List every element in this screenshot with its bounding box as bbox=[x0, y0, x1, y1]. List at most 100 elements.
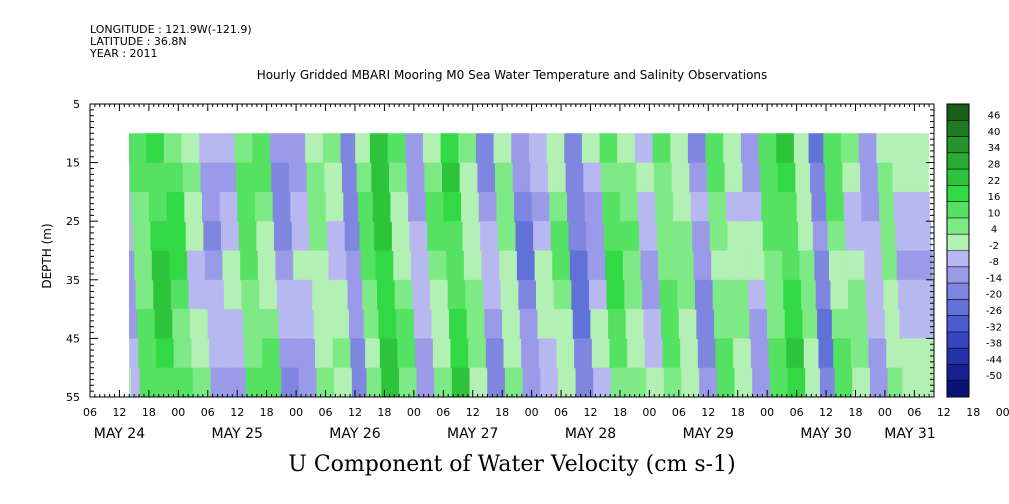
colorbar-swatch bbox=[947, 185, 969, 203]
colorbar-label: 22 bbox=[988, 176, 1001, 187]
heatmap-cell bbox=[369, 133, 389, 164]
heatmap-cell bbox=[522, 367, 541, 397]
x-day-label: MAY 30 bbox=[800, 426, 851, 442]
heatmap-cell bbox=[343, 191, 359, 222]
heatmap-cell bbox=[275, 250, 294, 281]
heatmap-cell bbox=[690, 191, 709, 222]
heatmap-cell bbox=[429, 279, 449, 310]
heatmap-cell bbox=[181, 133, 200, 164]
chart-title: Hourly Gridded MBARI Mooring M0 Sea Wate… bbox=[256, 68, 768, 82]
heatmap-cell bbox=[786, 338, 805, 369]
heatmap-cell bbox=[572, 309, 591, 339]
heatmap-cell bbox=[263, 367, 282, 397]
heatmap-cell bbox=[165, 162, 184, 193]
heatmap-cell bbox=[468, 338, 487, 369]
heatmap-cell bbox=[740, 133, 760, 164]
heatmap-cell bbox=[363, 309, 380, 339]
heatmap-cell bbox=[477, 162, 496, 193]
heatmap-cell bbox=[306, 162, 325, 193]
heatmap-cell bbox=[826, 191, 845, 222]
y-axis-label: DEPTH (m) bbox=[40, 223, 54, 288]
colorbar-swatch bbox=[947, 169, 969, 186]
heatmap-cell bbox=[234, 133, 253, 164]
heatmap-cell bbox=[130, 367, 141, 397]
heatmap-cell bbox=[372, 191, 392, 222]
heatmap-cell bbox=[842, 162, 861, 193]
heatmap-cell bbox=[327, 221, 346, 252]
heatmap-cell bbox=[677, 279, 696, 310]
heatmap-cell bbox=[714, 309, 733, 339]
heatmap-cell bbox=[396, 309, 415, 339]
x-hour-label: 18 bbox=[731, 406, 745, 419]
latitude-label: LATITUDE : 36.8N bbox=[90, 35, 187, 48]
heatmap-cell bbox=[658, 250, 677, 281]
heatmap-cell bbox=[288, 162, 308, 193]
heatmap-cell bbox=[192, 367, 212, 397]
heatmap-cell bbox=[462, 221, 481, 252]
heatmap-cell bbox=[259, 279, 278, 310]
heatmap-cell bbox=[568, 221, 587, 252]
heatmap-cell bbox=[557, 367, 577, 397]
heatmap-cell bbox=[887, 367, 903, 397]
heatmap-cell bbox=[201, 191, 221, 222]
heatmap-cell bbox=[528, 133, 548, 164]
x-hour-label: 12 bbox=[584, 406, 598, 419]
heatmap-cell bbox=[823, 133, 842, 164]
heatmap-cell bbox=[731, 309, 750, 339]
heatmap-cell bbox=[431, 309, 450, 339]
heatmap-cell bbox=[556, 338, 575, 369]
heatmap-cell bbox=[322, 133, 342, 164]
heatmap-cell bbox=[569, 250, 589, 281]
longitude-label: LONGITUDE : 121.9W(-121.9) bbox=[90, 23, 252, 36]
heatmap-cell bbox=[845, 221, 864, 252]
heatmap-cell bbox=[157, 367, 176, 397]
heatmap-cell bbox=[184, 191, 203, 222]
heatmap-cell bbox=[362, 279, 378, 310]
heatmap-cell bbox=[846, 250, 865, 281]
heatmap-cell bbox=[581, 133, 601, 164]
heatmap-cell bbox=[355, 133, 371, 164]
colorbar-label: 16 bbox=[988, 192, 1001, 203]
heatmap-cell bbox=[409, 221, 428, 252]
heatmap-cell bbox=[708, 191, 727, 222]
heatmap-cell bbox=[394, 279, 413, 310]
x-hour-label: 06 bbox=[319, 406, 333, 419]
heatmap-cell bbox=[329, 279, 349, 310]
heatmap-cell bbox=[850, 338, 870, 369]
heatmap-cell bbox=[799, 250, 815, 281]
heatmap-cell bbox=[200, 162, 219, 193]
heatmap-cell bbox=[663, 367, 683, 397]
colorbar-swatch bbox=[947, 234, 969, 251]
heatmap-cell bbox=[365, 338, 381, 369]
heatmap-cell bbox=[163, 133, 183, 164]
heatmap-cell bbox=[675, 250, 695, 281]
heatmap-cell bbox=[146, 133, 165, 164]
heatmap-cell bbox=[129, 191, 132, 222]
heatmap-cell bbox=[359, 221, 375, 252]
heatmap-cell bbox=[262, 338, 281, 369]
heatmap-cell bbox=[351, 367, 368, 397]
heatmap-cell bbox=[795, 162, 811, 193]
heatmap-cell bbox=[278, 309, 297, 339]
heatmap-cell bbox=[818, 338, 834, 369]
heatmap-cell bbox=[812, 221, 829, 252]
heatmap-cell bbox=[340, 133, 356, 164]
heatmap-cell bbox=[478, 191, 498, 222]
heatmap-cell bbox=[796, 191, 813, 222]
heatmap-cell bbox=[620, 191, 639, 222]
heatmap-cell bbox=[802, 309, 818, 339]
heatmap-cell bbox=[670, 133, 689, 164]
heatmap-cell bbox=[671, 162, 690, 193]
heatmap-cell bbox=[787, 367, 806, 397]
heatmap-cell bbox=[636, 162, 655, 193]
colorbar-swatch bbox=[947, 283, 969, 300]
heatmap-cell bbox=[189, 309, 209, 339]
heatmap-cell bbox=[511, 133, 530, 164]
heatmap-cell bbox=[331, 309, 350, 339]
colorbar-swatch bbox=[947, 315, 969, 333]
heatmap-cell bbox=[305, 133, 324, 164]
x-hour-label: 18 bbox=[613, 406, 627, 419]
heatmap-cell bbox=[346, 250, 362, 281]
heatmap-cell bbox=[694, 279, 714, 310]
heatmap-cell bbox=[549, 191, 568, 222]
